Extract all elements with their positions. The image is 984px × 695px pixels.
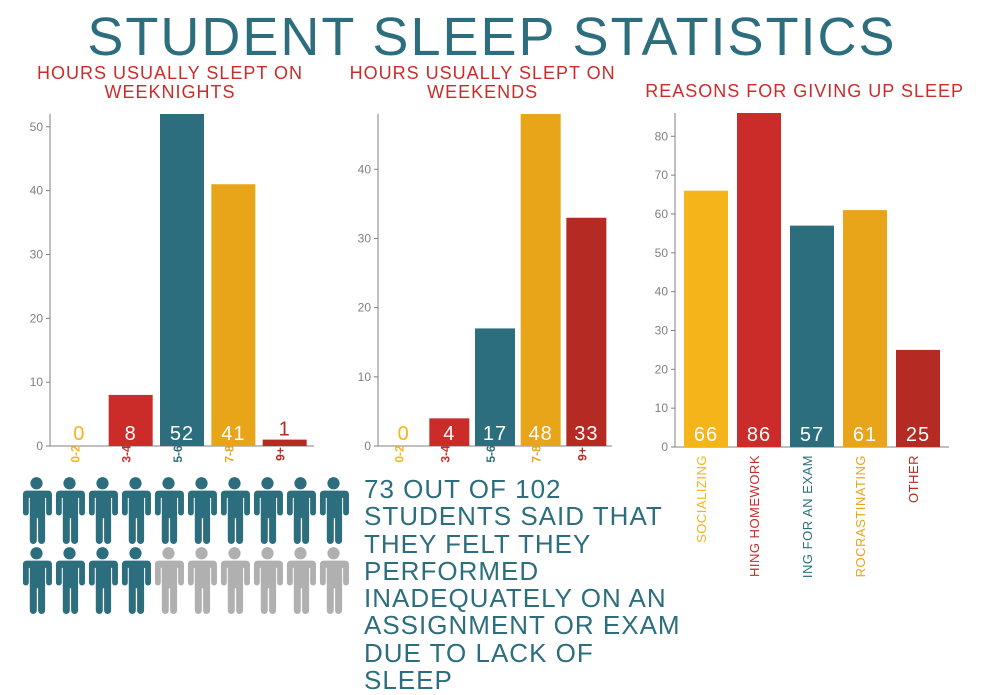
bar-value: 57 [800,424,824,446]
bar [737,113,781,447]
bar-value: 0 [73,423,85,445]
bar-value: 48 [528,423,552,445]
svg-text:50: 50 [30,120,44,134]
bar-value: 52 [170,423,194,445]
category-label: 5-6 [171,445,185,463]
svg-text:10: 10 [655,401,669,415]
svg-text:0: 0 [36,439,43,453]
person-icon [251,476,284,546]
bar [211,184,255,446]
person-icon [86,546,119,616]
person-icon [185,476,218,546]
svg-text:30: 30 [357,231,371,245]
svg-text:20: 20 [655,362,669,376]
bar [520,114,560,446]
person-icon [20,476,53,546]
svg-text:20: 20 [30,311,44,325]
category-label: PROCRASTINATING [853,455,868,577]
bar-value: 8 [125,423,137,445]
bar-value: 33 [574,423,598,445]
bar-value: 66 [694,424,718,446]
category-label: 0-2 [392,445,406,463]
svg-text:70: 70 [655,168,669,182]
person-icon [53,546,86,616]
main-title: STUDENT SLEEP STATISTICS [0,0,984,68]
category-label: 5-6 [484,445,498,463]
person-icon [20,546,53,616]
category-label: 3-4 [438,445,452,463]
person-icon [119,476,152,546]
chart1-svg: 0102030405000-283-4525-6417-819+ [20,108,320,468]
bar-value: 61 [853,424,877,446]
people-row [20,476,350,546]
svg-text:10: 10 [30,375,44,389]
category-label: OTHER [906,455,921,503]
bar [790,226,834,447]
caption-text: 73 OUT OF 102 STUDENTS SAID THAT THEY FE… [364,476,684,694]
svg-text:0: 0 [662,440,669,454]
svg-text:40: 40 [655,285,669,299]
svg-text:50: 50 [655,246,669,260]
bar [843,210,887,447]
chart2-svg: 01020304000-243-4175-6487-8339+ [348,108,618,468]
person-icon [86,476,119,546]
people-row [20,546,350,616]
category-label: STUDYING FOR AN EXAM [800,455,815,577]
person-icon [284,476,317,546]
bar [160,114,204,446]
person-icon [218,546,251,616]
category-label: FINISHING HOMEWORK [747,455,762,577]
svg-text:80: 80 [655,129,669,143]
svg-text:40: 40 [30,183,44,197]
bar-value: 86 [747,424,771,446]
bar-value: 1 [279,418,291,440]
category-label: 7-8 [222,445,236,463]
bar [566,218,606,446]
person-icon [53,476,86,546]
person-icon [152,546,185,616]
person-icon [317,546,350,616]
chart1-title: HOURS USUALLY SLEPT ONWEEKNIGHTS [20,64,320,102]
category-label: 9+ [274,447,288,461]
bar-value: 25 [906,424,930,446]
bar-value: 0 [397,423,409,445]
svg-text:40: 40 [357,162,371,176]
bar-value: 4 [443,423,455,445]
bottom-row: 73 OUT OF 102 STUDENTS SAID THAT THEY FE… [0,474,704,694]
svg-text:30: 30 [30,247,44,261]
person-icon [152,476,185,546]
category-label: 7-8 [529,445,543,463]
bar-value: 17 [483,423,507,445]
person-icon [218,476,251,546]
svg-text:0: 0 [364,439,371,453]
person-icon [284,546,317,616]
person-icon [317,476,350,546]
category-label: 0-2 [68,445,82,463]
people-pictogram [20,476,350,616]
svg-text:30: 30 [655,323,669,337]
category-label: 9+ [575,447,589,461]
person-icon [119,546,152,616]
person-icon [251,546,284,616]
svg-text:20: 20 [357,300,371,314]
category-label: 3-4 [120,445,134,463]
person-icon [185,546,218,616]
bar-value: 41 [221,423,245,445]
chart3-title: REASONS FOR GIVING UP SLEEP [645,82,964,101]
svg-text:60: 60 [655,207,669,221]
svg-text:10: 10 [357,370,371,384]
bar [684,191,728,447]
chart2-title: HOURS USUALLY SLEPT ONWEEKENDS [348,64,618,102]
